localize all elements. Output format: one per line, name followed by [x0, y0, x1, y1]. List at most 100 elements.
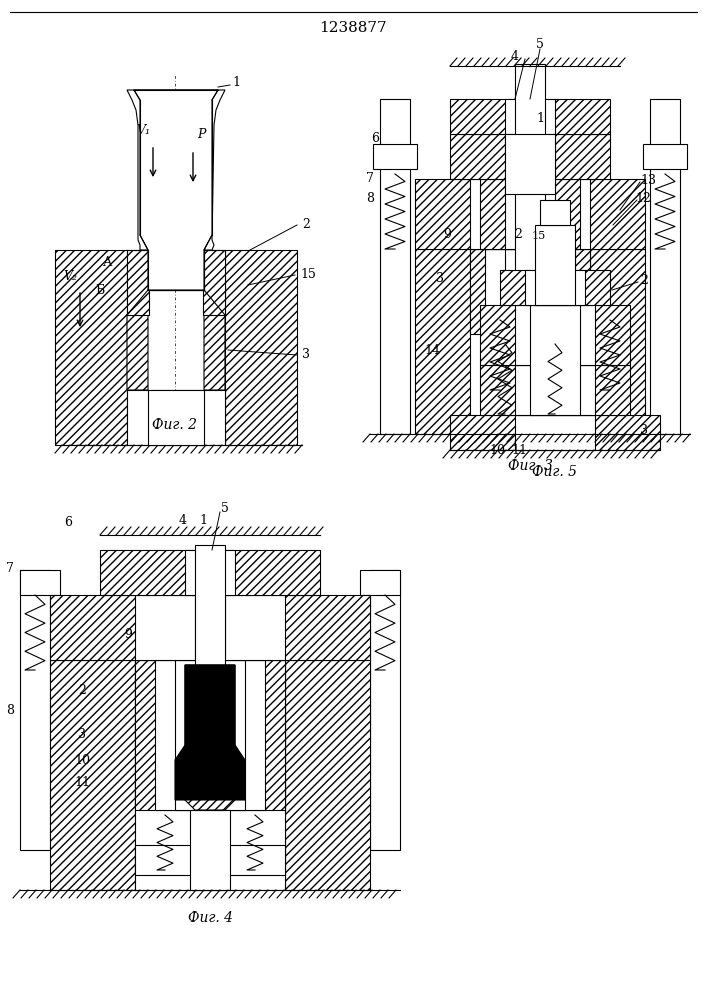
Text: 2: 2 — [78, 684, 86, 696]
Polygon shape — [185, 665, 235, 810]
Polygon shape — [175, 665, 245, 800]
Text: 11: 11 — [74, 776, 90, 788]
Bar — [50, 660, 135, 890]
Text: 15: 15 — [532, 231, 547, 241]
Bar — [415, 179, 645, 249]
Bar — [480, 305, 630, 365]
Bar — [485, 249, 575, 334]
Text: Фиг. 2: Фиг. 2 — [153, 418, 197, 432]
Bar — [285, 660, 370, 890]
Bar — [20, 570, 60, 595]
Bar — [195, 545, 225, 810]
Text: 6: 6 — [64, 516, 72, 530]
Bar — [450, 134, 610, 179]
Polygon shape — [127, 290, 148, 390]
Bar — [643, 144, 687, 169]
Bar — [505, 134, 555, 179]
Bar — [373, 144, 417, 169]
Bar — [505, 134, 555, 194]
Text: 10: 10 — [74, 754, 90, 766]
Text: 9: 9 — [443, 228, 451, 240]
Bar — [195, 595, 225, 660]
Text: 3: 3 — [640, 424, 648, 436]
Text: V₂: V₂ — [63, 270, 77, 284]
Bar — [530, 305, 580, 415]
Text: 3: 3 — [302, 349, 310, 361]
Bar — [148, 390, 204, 445]
Bar — [380, 99, 410, 434]
Text: 13: 13 — [640, 174, 656, 186]
Text: 3: 3 — [436, 272, 444, 286]
Text: 11: 11 — [511, 444, 527, 456]
Bar — [450, 415, 660, 450]
Bar — [515, 305, 595, 365]
Bar — [515, 64, 545, 334]
Bar — [470, 249, 590, 334]
Bar — [55, 250, 127, 445]
Bar — [515, 415, 595, 450]
Bar — [203, 250, 225, 315]
Text: 8: 8 — [6, 704, 14, 716]
Bar — [135, 845, 285, 875]
Bar — [505, 249, 555, 334]
Bar — [20, 570, 50, 850]
Bar — [135, 595, 285, 660]
Text: 12: 12 — [635, 192, 651, 205]
Text: 1: 1 — [232, 77, 240, 90]
Text: 9: 9 — [124, 628, 132, 641]
Text: 4: 4 — [179, 514, 187, 526]
Bar — [155, 660, 265, 810]
Bar — [510, 354, 550, 434]
Bar — [100, 550, 320, 595]
Bar — [127, 390, 225, 445]
Text: Фиг. 3: Фиг. 3 — [508, 459, 552, 473]
Bar — [175, 660, 245, 810]
Bar — [525, 270, 585, 305]
Bar — [470, 179, 590, 249]
Text: Б: Б — [95, 284, 105, 296]
Bar — [185, 550, 235, 595]
Bar — [148, 105, 204, 290]
Text: Фиг. 5: Фиг. 5 — [532, 465, 578, 479]
Polygon shape — [204, 290, 225, 390]
Text: 2: 2 — [640, 273, 648, 286]
Bar — [415, 249, 645, 434]
Text: 1: 1 — [536, 112, 544, 125]
Polygon shape — [134, 90, 218, 290]
Bar — [650, 99, 680, 434]
Text: 2: 2 — [302, 219, 310, 232]
Text: 3: 3 — [78, 728, 86, 742]
Text: 7: 7 — [6, 562, 14, 574]
Bar — [135, 660, 285, 890]
Bar — [370, 570, 400, 850]
Bar — [480, 179, 580, 249]
Bar — [535, 225, 575, 305]
Bar — [127, 250, 149, 315]
Text: 10: 10 — [489, 444, 505, 456]
Bar — [50, 595, 370, 660]
Text: 7: 7 — [366, 172, 374, 186]
Polygon shape — [127, 90, 225, 250]
Bar — [480, 365, 630, 415]
Text: V₁: V₁ — [136, 123, 150, 136]
Text: 14: 14 — [424, 344, 440, 357]
Bar — [450, 99, 610, 134]
Bar — [515, 365, 595, 415]
Bar — [540, 200, 570, 225]
Text: 1: 1 — [199, 514, 207, 526]
Text: А: А — [103, 255, 112, 268]
Bar — [470, 249, 590, 434]
Text: 1238877: 1238877 — [319, 21, 387, 35]
Bar — [505, 179, 555, 249]
Bar — [225, 250, 297, 445]
Bar — [135, 660, 285, 810]
Text: 5: 5 — [221, 502, 229, 514]
Bar — [190, 810, 230, 890]
Text: 4: 4 — [511, 49, 519, 62]
Bar — [500, 270, 610, 305]
Text: 6: 6 — [371, 132, 379, 145]
Bar — [505, 99, 555, 134]
Text: P: P — [197, 128, 205, 141]
Text: Фиг. 4: Фиг. 4 — [187, 911, 233, 925]
Text: 15: 15 — [300, 268, 316, 282]
